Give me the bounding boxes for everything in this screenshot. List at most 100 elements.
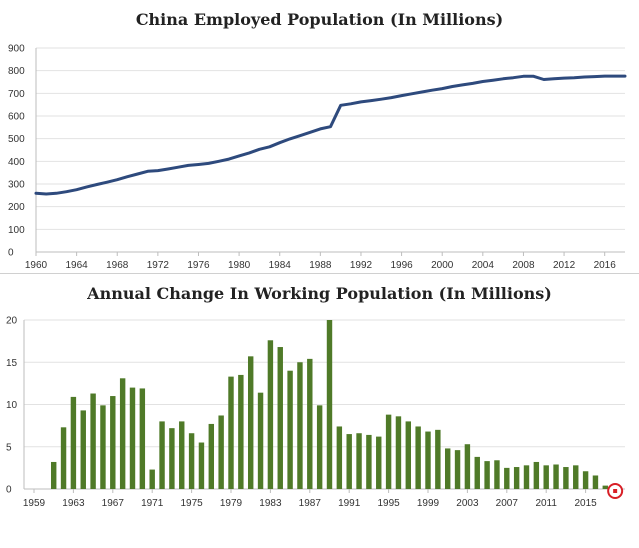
x-tick-label: 2016 <box>594 260 617 271</box>
bar <box>277 347 283 489</box>
bar <box>454 450 461 489</box>
y-tick-label: 400 <box>8 157 25 168</box>
x-tick-label: 1995 <box>377 498 400 509</box>
data-point <box>542 78 545 81</box>
x-tick-label: 2004 <box>472 260 495 271</box>
data-point <box>522 75 525 78</box>
annual-change-title: Annual Change In Working Population (In … <box>87 284 552 303</box>
bar <box>307 358 313 489</box>
data-point <box>35 192 37 195</box>
data-point <box>573 76 576 79</box>
data-point <box>329 125 332 128</box>
x-tick-label: 2011 <box>535 498 557 509</box>
data-point <box>624 75 626 78</box>
employed-population-line-chart: 0 100 200 300 400 500 600 700 800 900 1960 1964 1968… <box>8 44 627 271</box>
y-tick-label: 800 <box>8 66 25 77</box>
x-tick-label: 1980 <box>228 260 251 271</box>
data-point <box>217 160 220 163</box>
data-point <box>613 75 616 78</box>
data-point <box>339 104 342 107</box>
data-point <box>156 169 159 172</box>
data-point <box>65 190 68 193</box>
x-tick-label: 1987 <box>299 498 322 509</box>
bar <box>188 433 195 489</box>
x-tick-label: 1967 <box>102 498 125 509</box>
data-point <box>197 163 200 166</box>
data-point <box>553 77 555 80</box>
data-point <box>187 164 190 167</box>
bar <box>405 421 412 489</box>
bar <box>257 392 264 489</box>
x-tick-label: 1983 <box>259 498 282 509</box>
data-point <box>268 145 271 148</box>
y-tick-label: 10 <box>6 400 18 411</box>
bar <box>60 427 67 489</box>
x-tick-label: 2000 <box>431 260 454 271</box>
annual-change-bar-chart: 0 5 10 15 20 1959 1963 1967 1971 1975 1979 1983 1987… <box>6 316 625 509</box>
data-point <box>532 75 535 78</box>
data-point <box>177 166 180 169</box>
bar <box>228 376 234 489</box>
data-point <box>207 162 210 165</box>
annual-change-panel: Annual Change In Working Population (In … <box>0 276 639 548</box>
bar <box>385 414 392 489</box>
data-point <box>238 154 241 157</box>
bar <box>474 456 480 489</box>
data-point <box>106 181 108 184</box>
bar <box>326 320 333 489</box>
bar <box>523 465 530 489</box>
x-tick-label: 1960 <box>25 260 48 271</box>
y-tick-label: 5 <box>6 442 12 453</box>
data-point <box>288 137 291 140</box>
data-point <box>492 79 494 82</box>
data-point <box>390 96 393 99</box>
bar <box>395 416 402 489</box>
bar <box>533 461 540 489</box>
data-point <box>248 152 251 154</box>
data-point <box>136 173 139 175</box>
x-tick-label: 2012 <box>553 260 576 271</box>
x-tick-label: 1964 <box>65 260 88 271</box>
bar <box>238 374 244 489</box>
x-tick-label: 1963 <box>62 498 85 509</box>
y-tick-label: 300 <box>8 180 25 191</box>
x-tick-label: 1959 <box>23 498 46 509</box>
x-tick-label: 1988 <box>309 260 332 271</box>
bar <box>444 448 451 489</box>
data-point <box>126 175 129 178</box>
data-point <box>258 148 261 151</box>
x-tick-label: 1984 <box>269 260 292 271</box>
data-point <box>85 186 88 188</box>
bar <box>592 475 599 489</box>
bar <box>159 421 165 489</box>
bar <box>553 464 559 489</box>
data-point <box>603 75 606 78</box>
data-point <box>45 193 48 195</box>
bar <box>70 396 77 489</box>
y-tick-label: 15 <box>6 358 18 369</box>
x-tick-label: 1991 <box>338 498 361 509</box>
bar <box>513 467 520 489</box>
bar <box>316 405 323 489</box>
x-tick-label: 1996 <box>390 260 413 271</box>
data-point <box>461 84 464 86</box>
bar <box>297 362 303 489</box>
bar <box>415 426 421 489</box>
data-point <box>400 94 403 97</box>
bar <box>267 340 274 489</box>
data-point <box>441 87 444 90</box>
bar <box>543 465 549 489</box>
bar <box>139 388 146 489</box>
data-point <box>410 92 413 95</box>
bar <box>504 467 510 489</box>
x-tick-label: 1979 <box>220 498 243 509</box>
y-tick-label: 0 <box>8 248 14 259</box>
bar <box>208 423 215 489</box>
bar <box>613 489 618 493</box>
bar <box>573 465 579 489</box>
x-tick-label: 2007 <box>496 498 519 509</box>
bar <box>100 405 106 489</box>
data-point <box>481 80 484 83</box>
bar <box>50 461 57 489</box>
